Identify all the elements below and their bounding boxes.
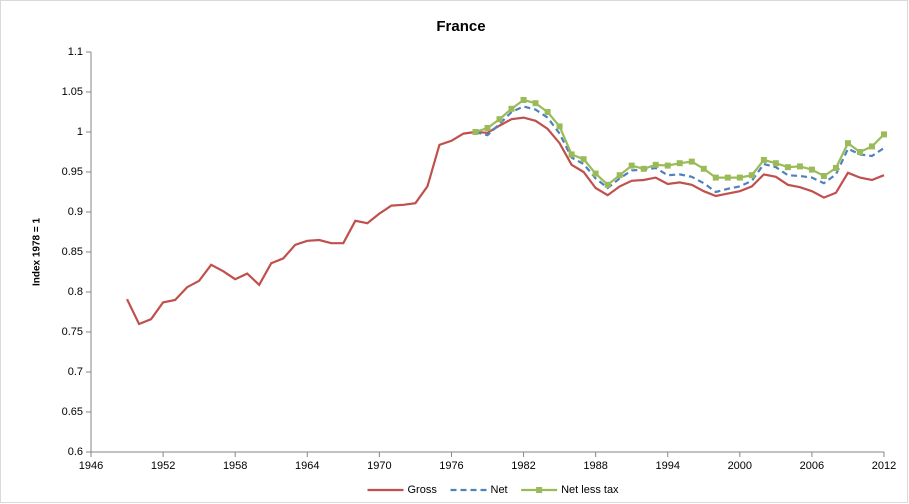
legend-label: Net [491,484,508,496]
x-tick-label: 2000 [728,460,752,472]
y-tick-label: 0.85 [62,246,83,258]
data-point [628,162,635,169]
x-tick-label: 2012 [872,460,896,472]
data-point [736,174,743,181]
legend-label: Gross [408,484,438,496]
data-point [748,172,755,179]
chart-title: France [436,18,485,35]
data-point [496,116,503,123]
y-tick-label: 0.7 [68,366,83,378]
data-point [688,158,695,165]
data-point [508,105,515,112]
data-point [784,164,791,171]
x-tick-label: 1964 [295,460,319,472]
data-point [760,157,767,163]
data-point [676,160,683,167]
data-point [652,161,659,168]
data-point [604,181,611,188]
data-point [832,165,839,171]
y-tick-label: 1.05 [62,86,83,98]
y-tick-label: 0.75 [62,326,83,338]
data-point [808,166,815,173]
x-tick-label: 1988 [583,460,607,472]
x-tick-label: 2006 [800,460,824,472]
data-point [544,109,551,115]
x-tick-label: 1946 [79,460,103,472]
data-point [568,151,575,158]
y-tick-label: 1.1 [68,46,83,58]
data-point [796,163,803,170]
data-point [724,174,731,181]
x-tick-label: 1958 [223,460,247,472]
data-point [868,143,875,150]
data-point [556,123,563,130]
data-point [592,170,599,177]
data-point [820,173,827,179]
data-point [712,174,719,181]
x-tick-label: 1982 [511,460,535,472]
data-point [472,129,479,135]
y-axis-label: Index 1978 = 1 [32,218,43,287]
legend-marker [536,487,543,493]
x-tick-label: 1970 [367,460,391,472]
data-point [772,160,779,167]
data-point [700,165,707,172]
data-point [532,100,539,107]
data-point [881,131,887,138]
data-point [844,140,851,147]
y-tick-label: 0.8 [68,286,83,298]
y-tick-label: 0.65 [62,406,83,418]
y-tick-label: 0.6 [68,446,83,458]
data-point [856,149,863,155]
legend-label: Net less tax [561,484,619,496]
x-tick-label: 1976 [439,460,463,472]
data-point [484,125,491,131]
y-tick-label: 0.9 [68,206,83,218]
data-point [520,97,527,103]
y-tick-label: 1 [77,126,83,138]
series-line [126,116,885,326]
data-point [616,172,623,179]
data-point [580,156,587,163]
y-tick-label: 0.95 [62,166,83,178]
series-line [475,105,885,194]
x-tick-label: 1994 [655,460,679,472]
x-tick-label: 1952 [151,460,175,472]
data-point [664,162,671,169]
data-point [640,165,647,172]
